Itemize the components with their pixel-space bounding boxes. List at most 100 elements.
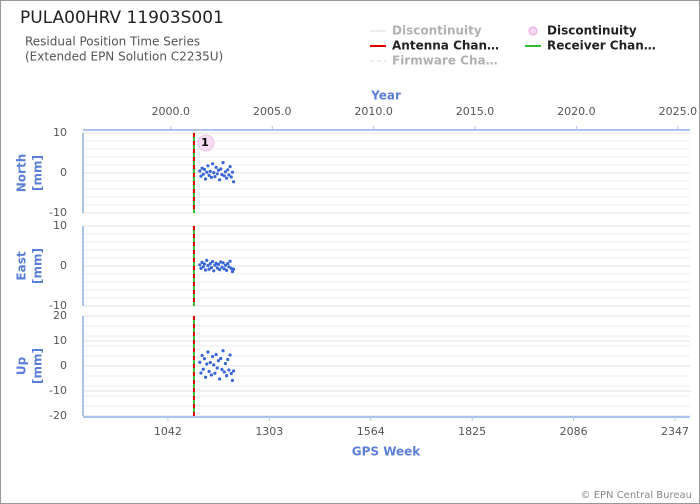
data-point xyxy=(203,177,208,181)
x2-tick-label: 2020.0 xyxy=(557,105,596,118)
data-point xyxy=(231,369,236,373)
data-point xyxy=(221,349,225,353)
data-point xyxy=(198,263,202,267)
data-point xyxy=(215,172,219,176)
data-point xyxy=(214,165,218,169)
data-point xyxy=(201,265,205,269)
data-point xyxy=(231,267,236,271)
data-point xyxy=(207,173,211,177)
y-tick-label: 10 xyxy=(53,334,67,347)
data-point xyxy=(199,174,203,178)
data-point xyxy=(209,373,214,377)
data-point xyxy=(222,370,226,374)
data-point xyxy=(226,357,230,362)
data-point xyxy=(213,371,217,375)
data-point xyxy=(229,175,233,179)
x2-tick-label: 2015.0 xyxy=(456,105,495,118)
x-axis-title: GPS Week xyxy=(352,445,422,459)
data-point xyxy=(209,175,214,179)
y-tick-label: 0 xyxy=(60,166,67,179)
data-point xyxy=(227,265,231,269)
x2-tick-label: 2025.0 xyxy=(659,105,698,118)
data-point xyxy=(220,367,224,372)
x-tick-label: 2347 xyxy=(661,425,689,438)
data-point xyxy=(205,170,209,174)
data-point xyxy=(226,262,230,266)
data-point xyxy=(224,176,229,180)
data-point xyxy=(221,161,225,165)
event-label: 1 xyxy=(201,136,209,149)
data-point xyxy=(224,374,229,378)
y-tick-label: 0 xyxy=(60,359,67,372)
data-point xyxy=(223,263,228,267)
data-point xyxy=(208,169,212,173)
data-point xyxy=(227,173,231,177)
data-point xyxy=(227,368,231,372)
data-point xyxy=(212,269,216,273)
legend-label: Receiver Chan… xyxy=(547,39,656,53)
data-point xyxy=(203,375,208,379)
data-point xyxy=(200,260,204,264)
footer: © EPN Central Bureau xyxy=(581,490,692,501)
data-point xyxy=(202,262,207,266)
data-point xyxy=(208,360,212,365)
data-point xyxy=(206,164,210,168)
legend-marker xyxy=(528,26,538,36)
data-point xyxy=(215,366,219,370)
data-point xyxy=(221,261,225,265)
data-point xyxy=(216,359,221,363)
data-point xyxy=(210,162,215,166)
data-point xyxy=(223,361,228,366)
data-point xyxy=(217,377,222,381)
data-point xyxy=(216,262,221,266)
data-point xyxy=(205,258,209,262)
data-point xyxy=(228,165,232,169)
y-axis-unit: [mm] xyxy=(31,248,45,284)
data-point xyxy=(217,178,222,182)
data-point xyxy=(228,353,232,357)
y-tick-label: 10 xyxy=(53,126,67,139)
data-point xyxy=(231,180,236,184)
event-marker xyxy=(197,134,215,152)
data-point xyxy=(209,266,214,270)
x-tick-label: 1564 xyxy=(357,425,385,438)
data-point xyxy=(210,354,215,359)
y-axis-title: East xyxy=(15,251,29,280)
x-tick-label: 1825 xyxy=(458,425,486,438)
legend-label: Discontinuity xyxy=(547,24,637,38)
y-axis-title: North xyxy=(15,154,29,192)
data-point xyxy=(219,356,223,361)
data-point xyxy=(230,170,235,174)
x-tick-label: 2086 xyxy=(560,425,588,438)
data-point xyxy=(202,167,207,171)
data-point xyxy=(207,267,211,271)
data-point xyxy=(219,167,223,171)
data-point xyxy=(212,363,216,367)
data-point xyxy=(222,267,226,271)
x-tick-label: 1303 xyxy=(255,425,283,438)
data-point xyxy=(200,353,204,358)
y-tick-label: 0 xyxy=(60,259,67,272)
data-point xyxy=(199,266,203,270)
subtitle: (Extended EPN Solution C2235U) xyxy=(25,50,223,64)
legend-label: Firmware Cha… xyxy=(392,54,498,68)
data-point xyxy=(203,268,208,272)
y-tick-label: -10 xyxy=(49,299,67,312)
y-tick-label: -10 xyxy=(49,384,67,397)
y-tick-label: -10 xyxy=(49,206,67,219)
data-point xyxy=(224,268,229,272)
data-point xyxy=(201,367,205,371)
data-point xyxy=(198,360,202,364)
data-point xyxy=(223,170,228,174)
data-point xyxy=(214,352,218,357)
data-point xyxy=(207,369,211,374)
subtitle: Residual Position Time Series xyxy=(25,35,200,49)
data-point xyxy=(210,260,215,264)
y-tick-label: 10 xyxy=(53,219,67,232)
data-point xyxy=(213,175,217,179)
x2-tick-label: 2005.0 xyxy=(253,105,292,118)
legend-label: Discontinuity xyxy=(392,24,482,38)
x2-tick-label: 2000.0 xyxy=(152,105,191,118)
